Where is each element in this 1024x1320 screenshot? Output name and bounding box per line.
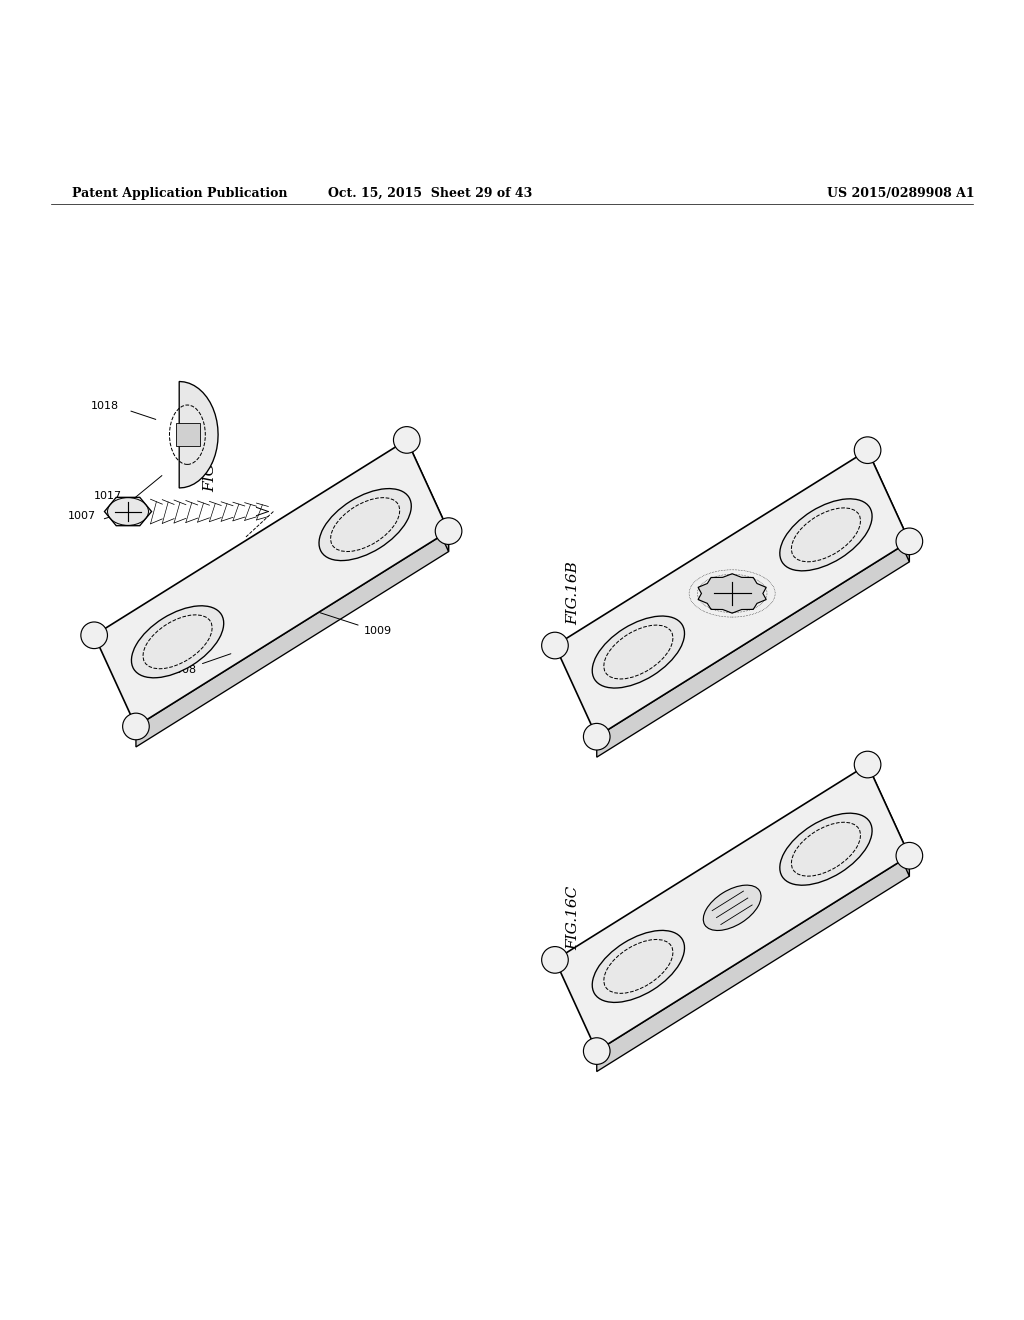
Text: Patent Application Publication: Patent Application Publication [72,186,287,199]
Polygon shape [176,424,200,446]
Polygon shape [698,574,766,614]
Circle shape [542,946,568,973]
Circle shape [584,723,610,750]
Polygon shape [867,450,909,562]
Polygon shape [597,855,909,1072]
Ellipse shape [592,931,684,1002]
Text: US 2015/0289908 A1: US 2015/0289908 A1 [827,186,975,199]
Polygon shape [104,498,152,525]
Ellipse shape [780,499,872,570]
Ellipse shape [780,813,872,886]
Polygon shape [555,764,909,1051]
Circle shape [896,528,923,554]
Circle shape [435,517,462,544]
Circle shape [81,622,108,648]
Text: 1008: 1008 [169,653,230,676]
Ellipse shape [131,606,223,677]
Text: 1009: 1009 [321,612,391,636]
Text: FIG.16B: FIG.16B [566,561,581,626]
Polygon shape [597,541,909,758]
Ellipse shape [703,886,761,931]
Circle shape [854,751,881,777]
Text: 1018: 1018 [90,401,119,411]
Polygon shape [867,764,909,876]
Circle shape [584,1038,610,1064]
Polygon shape [407,440,449,552]
Circle shape [393,426,420,453]
Circle shape [854,437,881,463]
Polygon shape [555,450,909,737]
Circle shape [542,632,568,659]
Polygon shape [94,440,449,726]
Text: FIG.16A: FIG.16A [203,429,217,492]
Text: FIG.16C: FIG.16C [566,886,581,950]
Text: 1017: 1017 [93,491,122,502]
Polygon shape [136,531,449,747]
Text: Oct. 15, 2015  Sheet 29 of 43: Oct. 15, 2015 Sheet 29 of 43 [328,186,532,199]
Circle shape [123,713,150,739]
Circle shape [896,842,923,869]
Ellipse shape [592,616,684,688]
Polygon shape [179,381,218,488]
Text: 1007: 1007 [68,511,96,520]
Ellipse shape [319,488,412,561]
